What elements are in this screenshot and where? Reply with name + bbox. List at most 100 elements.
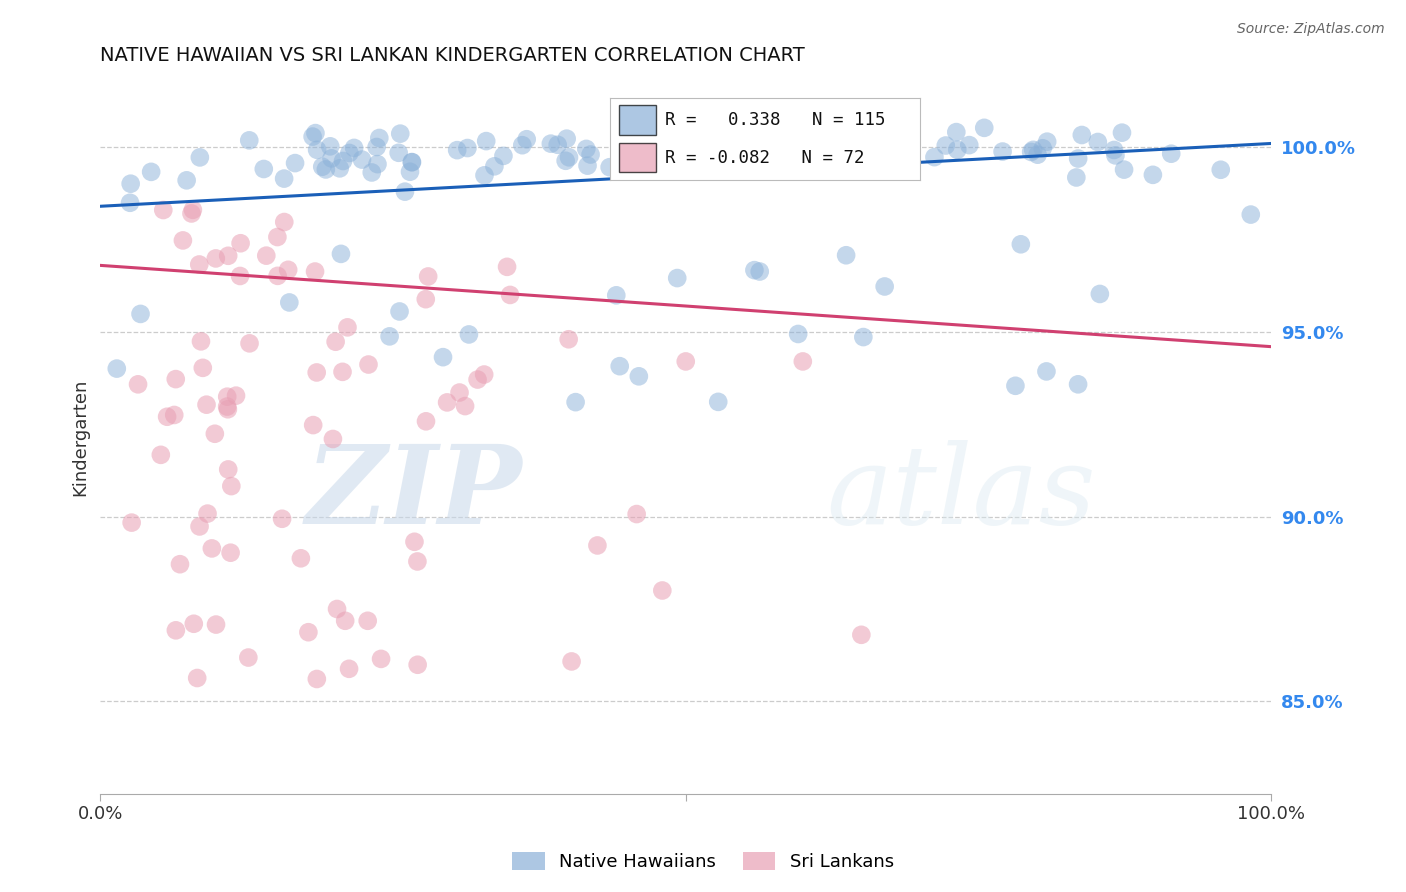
Point	[547, 137, 569, 152]
Point	[748, 264, 770, 278]
Point	[127, 377, 149, 392]
Point	[754, 154, 776, 169]
Point	[510, 138, 533, 153]
Point	[253, 161, 276, 176]
Point	[456, 141, 478, 155]
Point	[666, 271, 689, 285]
Point	[105, 361, 128, 376]
Point	[388, 145, 411, 160]
Point	[350, 153, 373, 167]
Point	[432, 350, 454, 364]
Point	[152, 202, 174, 217]
Point	[647, 133, 669, 147]
Point	[337, 145, 360, 160]
Point	[273, 215, 295, 229]
Point	[278, 295, 301, 310]
Point	[436, 395, 458, 409]
Point	[172, 234, 194, 248]
Point	[219, 546, 242, 560]
Point	[738, 154, 761, 169]
Point	[415, 292, 437, 306]
Point	[229, 268, 252, 283]
Point	[787, 326, 810, 341]
Point	[605, 288, 627, 302]
Point	[957, 138, 980, 153]
Point	[332, 153, 354, 168]
Point	[579, 147, 602, 161]
Point	[700, 145, 723, 159]
Point	[307, 143, 329, 157]
Point	[121, 516, 143, 530]
Point	[454, 399, 477, 413]
Point	[141, 165, 163, 179]
Point	[609, 359, 631, 374]
Point	[321, 152, 343, 166]
Point	[322, 432, 344, 446]
Point	[330, 247, 353, 261]
Point	[273, 171, 295, 186]
Point	[406, 657, 429, 672]
Point	[991, 145, 1014, 159]
Point	[458, 327, 481, 342]
Point	[620, 142, 643, 156]
Point	[876, 148, 898, 162]
Point	[201, 541, 224, 556]
Point	[415, 414, 437, 428]
Point	[388, 304, 411, 318]
Point	[195, 398, 218, 412]
Point	[1111, 126, 1133, 140]
Point	[557, 332, 579, 346]
Point	[647, 152, 669, 166]
Point	[302, 418, 325, 433]
Point	[1036, 135, 1059, 149]
Point	[191, 360, 214, 375]
Point	[343, 141, 366, 155]
Point	[406, 554, 429, 568]
Point	[394, 185, 416, 199]
Point	[188, 519, 211, 533]
Point	[401, 155, 423, 169]
Point	[337, 662, 360, 676]
Point	[1112, 162, 1135, 177]
Point	[474, 169, 496, 183]
Point	[404, 534, 426, 549]
Point	[935, 138, 957, 153]
Point	[1010, 237, 1032, 252]
Point	[516, 132, 538, 146]
Point	[612, 145, 634, 160]
Point	[188, 150, 211, 164]
Point	[204, 252, 226, 266]
Point	[229, 236, 252, 251]
Point	[163, 408, 186, 422]
Point	[325, 334, 347, 349]
Point	[707, 395, 730, 409]
Point	[329, 161, 352, 176]
Point	[627, 369, 650, 384]
Point	[169, 558, 191, 572]
Point	[277, 262, 299, 277]
Point	[631, 161, 654, 175]
Point	[290, 551, 312, 566]
Point	[1066, 170, 1088, 185]
Point	[120, 177, 142, 191]
Point	[848, 133, 870, 147]
Text: atlas: atlas	[827, 441, 1095, 548]
Point	[744, 263, 766, 277]
Point	[156, 409, 179, 424]
Point	[360, 165, 382, 179]
Point	[399, 165, 422, 179]
Point	[1160, 146, 1182, 161]
Point	[467, 372, 489, 386]
Point	[217, 390, 239, 404]
Point	[873, 279, 896, 293]
Point	[540, 136, 562, 151]
Point	[1087, 135, 1109, 149]
Point	[305, 672, 328, 686]
Point	[118, 195, 141, 210]
Point	[165, 624, 187, 638]
Point	[890, 148, 912, 162]
Point	[284, 156, 307, 170]
Point	[186, 671, 208, 685]
Point	[389, 127, 412, 141]
Point	[561, 655, 583, 669]
